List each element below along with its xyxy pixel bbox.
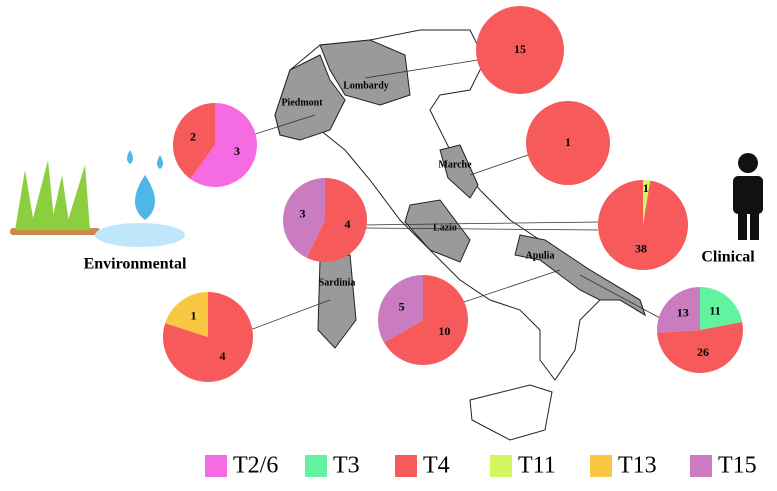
pie-slice	[597, 180, 689, 270]
pie-slice	[657, 321, 743, 374]
connector	[454, 269, 561, 306]
region-label: Lazio	[433, 222, 457, 233]
region-label: Lombardy	[343, 80, 389, 91]
pie-slice	[526, 101, 610, 185]
slice-label: 1	[190, 309, 196, 323]
pie-slice	[306, 178, 367, 262]
pie-slice	[378, 275, 423, 343]
legend-swatch	[690, 455, 712, 477]
slice-label: 38	[635, 241, 647, 255]
slice-label: 2	[190, 130, 196, 144]
slice-label: 4	[345, 217, 351, 231]
italy-map	[274, 29, 646, 441]
slice-label: 1	[565, 135, 571, 149]
slice-label: 3	[234, 144, 240, 158]
legend-swatch	[490, 455, 512, 477]
legend-label: T13	[618, 453, 657, 479]
pie-slice	[700, 287, 743, 330]
region-label: Piedmont	[281, 97, 323, 108]
region-label: Apulia	[526, 250, 555, 261]
connector	[364, 227, 599, 231]
slice-label: 26	[697, 345, 709, 359]
pie-slice	[163, 292, 254, 383]
connector	[361, 221, 601, 226]
pie-slice	[283, 178, 325, 258]
slice-label: 5	[399, 299, 405, 313]
slice-label: 1	[643, 181, 649, 195]
slice-label: 4	[220, 349, 226, 363]
pie-slice	[190, 103, 257, 187]
legend-swatch	[590, 455, 612, 477]
legend-label: T4	[423, 453, 450, 479]
legend-label: T3	[333, 453, 360, 479]
region-label: Marche	[438, 159, 472, 170]
slice-label: 11	[709, 304, 720, 318]
environment-icon	[10, 150, 185, 247]
slice-label: 3	[299, 207, 305, 221]
pie-slice	[476, 6, 564, 94]
connector	[579, 274, 661, 319]
connector	[469, 154, 529, 176]
legend-swatch	[395, 455, 417, 477]
pie-slice	[657, 287, 700, 333]
legend-swatch	[205, 455, 227, 477]
environmental-label: Environmental	[84, 256, 187, 273]
slice-label: 15	[514, 42, 526, 56]
slice-label: 10	[438, 324, 450, 338]
connector	[251, 114, 316, 136]
legend-swatch	[305, 455, 327, 477]
region-label: Sardinia	[319, 277, 356, 288]
pie-slice	[165, 292, 208, 337]
connector	[364, 59, 479, 79]
pie-slice	[384, 275, 468, 365]
legend-label: T15	[718, 453, 757, 479]
legend-label: T11	[518, 453, 556, 479]
slice-label: 13	[677, 306, 689, 320]
connector	[249, 299, 331, 331]
clinical-label: Clinical	[701, 249, 755, 266]
legend-label: T2/6	[233, 453, 278, 479]
clinical-icon	[733, 153, 763, 240]
pie-slice	[643, 180, 651, 225]
pie-slice	[173, 103, 215, 179]
